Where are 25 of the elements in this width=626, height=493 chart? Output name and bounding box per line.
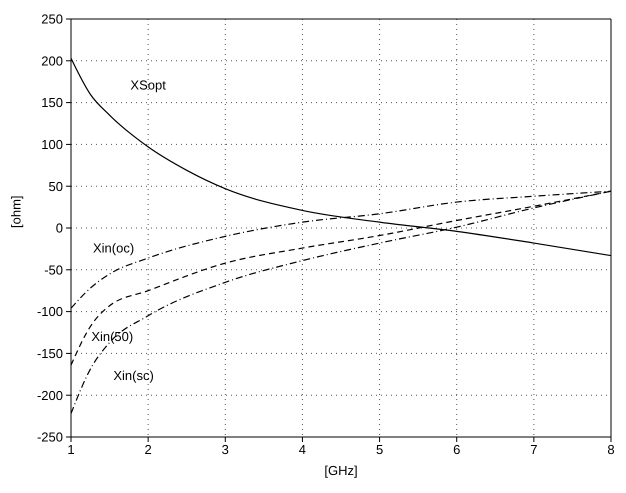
series-label: Xin(oc) — [92, 240, 134, 256]
x-tick-label: 2 — [144, 442, 152, 458]
y-tick-label: 150 — [41, 95, 63, 110]
x-tick-label: 1 — [67, 442, 75, 458]
y-axis-title: [ohm] — [8, 195, 24, 228]
x-axis-title: [GHz] — [324, 463, 358, 478]
x-tick-label: 3 — [222, 442, 229, 458]
y-tick-label: 50 — [48, 178, 63, 194]
x-tick-label: 5 — [376, 442, 384, 458]
x-tick-label: 7 — [530, 442, 538, 458]
y-tick-label: 0 — [56, 220, 63, 236]
y-tick-label: 250 — [41, 12, 63, 27]
y-tick-label: -200 — [36, 388, 63, 403]
y-tick-label: -100 — [36, 304, 63, 320]
y-tick-label: -150 — [36, 346, 63, 362]
x-tick-label: 4 — [298, 442, 306, 458]
y-tick-label: -50 — [44, 262, 63, 278]
x-tick-label: 6 — [453, 442, 460, 458]
y-tick-label: -250 — [36, 430, 63, 445]
series-label: Xin(50) — [91, 329, 134, 344]
y-tick-label: 100 — [41, 137, 63, 152]
text: XSopt — [130, 77, 166, 92]
x-tick-label: 8 — [607, 442, 615, 458]
y-tick-label: 200 — [41, 53, 63, 68]
series-label: Xin(sc) — [113, 368, 154, 384]
